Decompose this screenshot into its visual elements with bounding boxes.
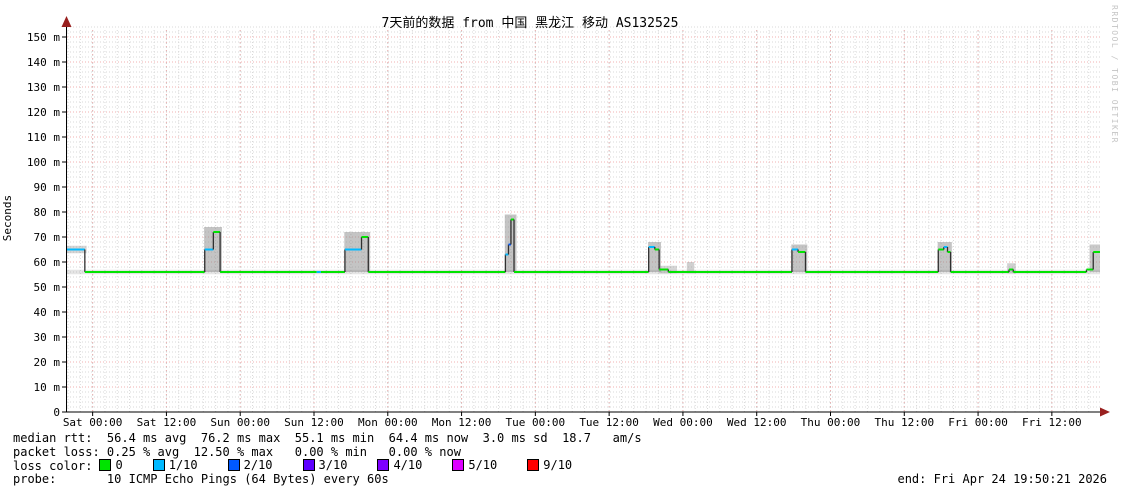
legend-item-5-10: 5/10 — [452, 458, 497, 472]
x-tick-label: Sun 00:00 — [210, 416, 270, 429]
x-tick-label: Thu 12:00 — [874, 416, 935, 429]
y-tick-label: 70 m — [33, 231, 61, 244]
x-tick-label: Sat 12:00 — [136, 416, 197, 429]
y-tick-label: 140 m — [26, 56, 60, 69]
probe-info: probe: 10 ICMP Echo Pings (64 Bytes) eve… — [13, 472, 389, 486]
x-tick-label: Tue 12:00 — [579, 416, 639, 429]
legend-swatch-icon — [452, 459, 465, 471]
y-tick-label: 80 m — [33, 206, 61, 219]
legend-item-label: 3/10 — [318, 458, 348, 472]
legend-swatch-icon — [302, 459, 315, 471]
end-time: end: Fri Apr 24 19:50:21 2026 — [897, 472, 1107, 486]
legend-swatch-icon — [99, 459, 112, 471]
legend-item-4-10: 4/10 — [377, 458, 422, 472]
legend-swatch-icon — [527, 459, 540, 471]
y-tick-label: 110 m — [26, 131, 60, 144]
legend-swatch-icon — [377, 459, 390, 471]
chart-title: 7天前的数据 from 中国 黑龙江 移动 AS132525 — [381, 16, 679, 31]
loss-color-items: 0 1/10 2/10 3/10 4/10 5/10 9/10 — [99, 458, 602, 474]
legend-item-label: 1/10 — [168, 458, 198, 472]
packet-loss-stats: packet loss: 0.25 % avg 12.50 % max 0.00… — [13, 445, 461, 459]
legend-item-9-10: 9/10 — [527, 458, 572, 472]
x-tick-label: Mon 12:00 — [431, 416, 492, 429]
legend-swatch-icon — [227, 459, 240, 471]
y-tick-label: 40 m — [33, 306, 61, 319]
legend-item-3-10: 3/10 — [302, 458, 348, 472]
legend-item-label: 5/10 — [468, 458, 498, 472]
legend-item-2-10: 2/10 — [227, 458, 273, 472]
legend-item-0: 0 — [99, 458, 123, 472]
y-tick-label: 30 m — [33, 331, 61, 344]
legend-swatch-icon — [152, 459, 165, 471]
loss-color-legend: loss color: 0 1/10 2/10 3/10 4/10 5/10 9/10 — [13, 458, 602, 474]
x-tick-label: Wed 00:00 — [653, 416, 713, 429]
y-tick-label: 0 — [53, 406, 60, 419]
x-tick-label: Sat 00:00 — [62, 416, 123, 429]
y-tick-label: 50 m — [33, 281, 61, 294]
y-tick-label: 120 m — [26, 106, 60, 119]
x-tick-label: Sun 12:00 — [284, 416, 344, 429]
y-tick-label: 60 m — [33, 256, 61, 269]
legend-item-label: 4/10 — [393, 458, 423, 472]
legend-item-label: 2/10 — [243, 458, 273, 472]
x-tick-label: Fri 00:00 — [948, 416, 1008, 429]
median-rtt-stats: median rtt: 56.4 ms avg 76.2 ms max 55.1… — [13, 431, 642, 445]
y-tick-label: 100 m — [26, 156, 60, 169]
legend-item-label: 9/10 — [543, 458, 573, 472]
x-tick-label: Mon 00:00 — [357, 416, 418, 429]
x-tick-label: Fri 12:00 — [1022, 416, 1082, 429]
rrdtool-watermark: RRDTOOL / TOBI OETIKER — [1110, 5, 1119, 144]
legend-item-1-10: 1/10 — [152, 458, 198, 472]
y-tick-label: 20 m — [33, 356, 61, 369]
x-tick-label: Thu 00:00 — [800, 416, 861, 429]
y-tick-label: 10 m — [33, 381, 61, 394]
y-tick-label: 150 m — [26, 31, 60, 44]
x-tick-label: Tue 00:00 — [505, 416, 566, 429]
legend-item-label: 0 — [115, 458, 123, 472]
y-tick-label: 130 m — [26, 81, 60, 94]
x-tick-label: Wed 12:00 — [726, 416, 787, 429]
y-tick-label: 90 m — [33, 181, 61, 194]
loss-color-label: loss color: — [13, 459, 93, 473]
